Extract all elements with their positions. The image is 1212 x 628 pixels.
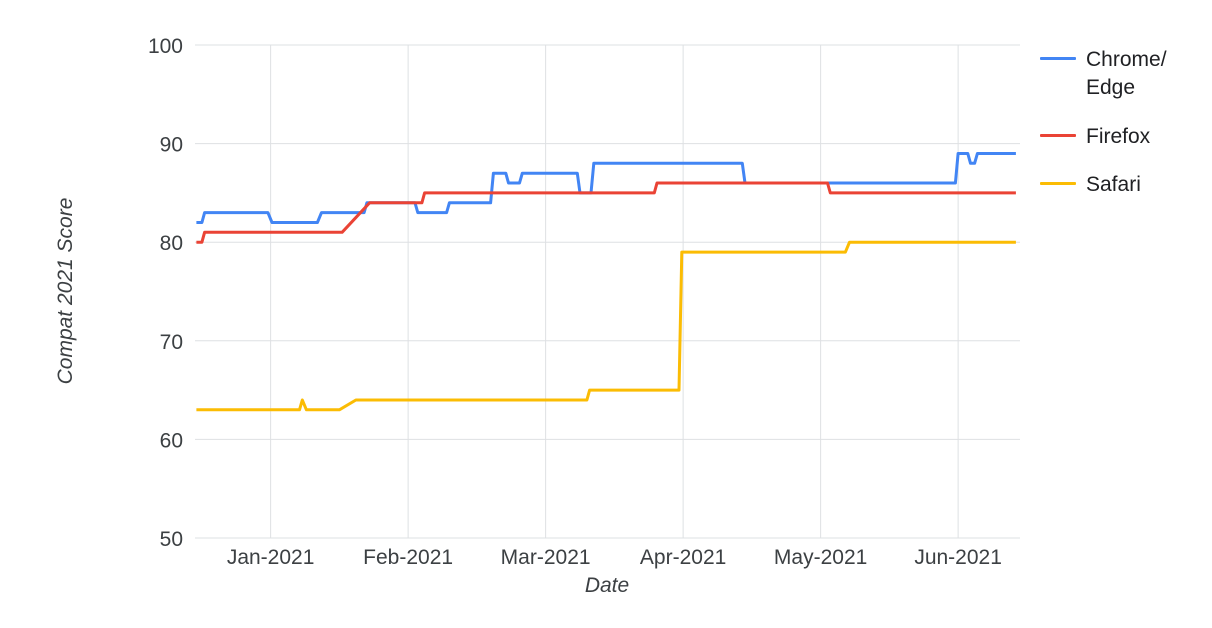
y-tick-label: 80 bbox=[160, 232, 183, 255]
series-line-firefox bbox=[196, 181, 1016, 244]
y-axis-title: Compat 2021 Score bbox=[54, 197, 77, 385]
x-tick-label: Jun-2021 bbox=[914, 546, 1002, 569]
legend-label-firefox: Firefox bbox=[1086, 124, 1151, 148]
y-tick-label: 60 bbox=[160, 429, 183, 452]
x-tick-label: May-2021 bbox=[774, 546, 867, 569]
legend-swatch-chrome-edge bbox=[1040, 57, 1076, 60]
x-tick-label: Jan-2021 bbox=[227, 546, 315, 569]
x-axis-title: Date bbox=[584, 574, 630, 597]
y-tick-label: 70 bbox=[160, 331, 183, 354]
legend-item-safari: Safari bbox=[1040, 171, 1167, 199]
y-tick-label: 90 bbox=[160, 134, 183, 157]
series-line-chrome-edge bbox=[196, 152, 1016, 224]
y-tick-label: 50 bbox=[160, 528, 183, 551]
x-tick-label: Apr-2021 bbox=[640, 546, 726, 569]
legend-swatch-firefox bbox=[1040, 133, 1076, 137]
legend-label-safari: Safari bbox=[1086, 173, 1141, 197]
x-tick-label: Feb-2021 bbox=[363, 546, 453, 569]
legend-swatch-safari bbox=[1040, 182, 1076, 186]
legend-item-chrome-edge: Chrome/Edge bbox=[1040, 46, 1167, 103]
x-tick-label: Mar-2021 bbox=[501, 546, 591, 569]
legend-label-chrome-edge: Chrome/Edge bbox=[1086, 48, 1167, 100]
legend-item-firefox: Firefox bbox=[1040, 123, 1167, 151]
chart-legend: Chrome/Edge Firefox Safari bbox=[1040, 46, 1167, 199]
y-tick-label: 100 bbox=[148, 35, 183, 58]
series-line-safari bbox=[196, 240, 1016, 412]
